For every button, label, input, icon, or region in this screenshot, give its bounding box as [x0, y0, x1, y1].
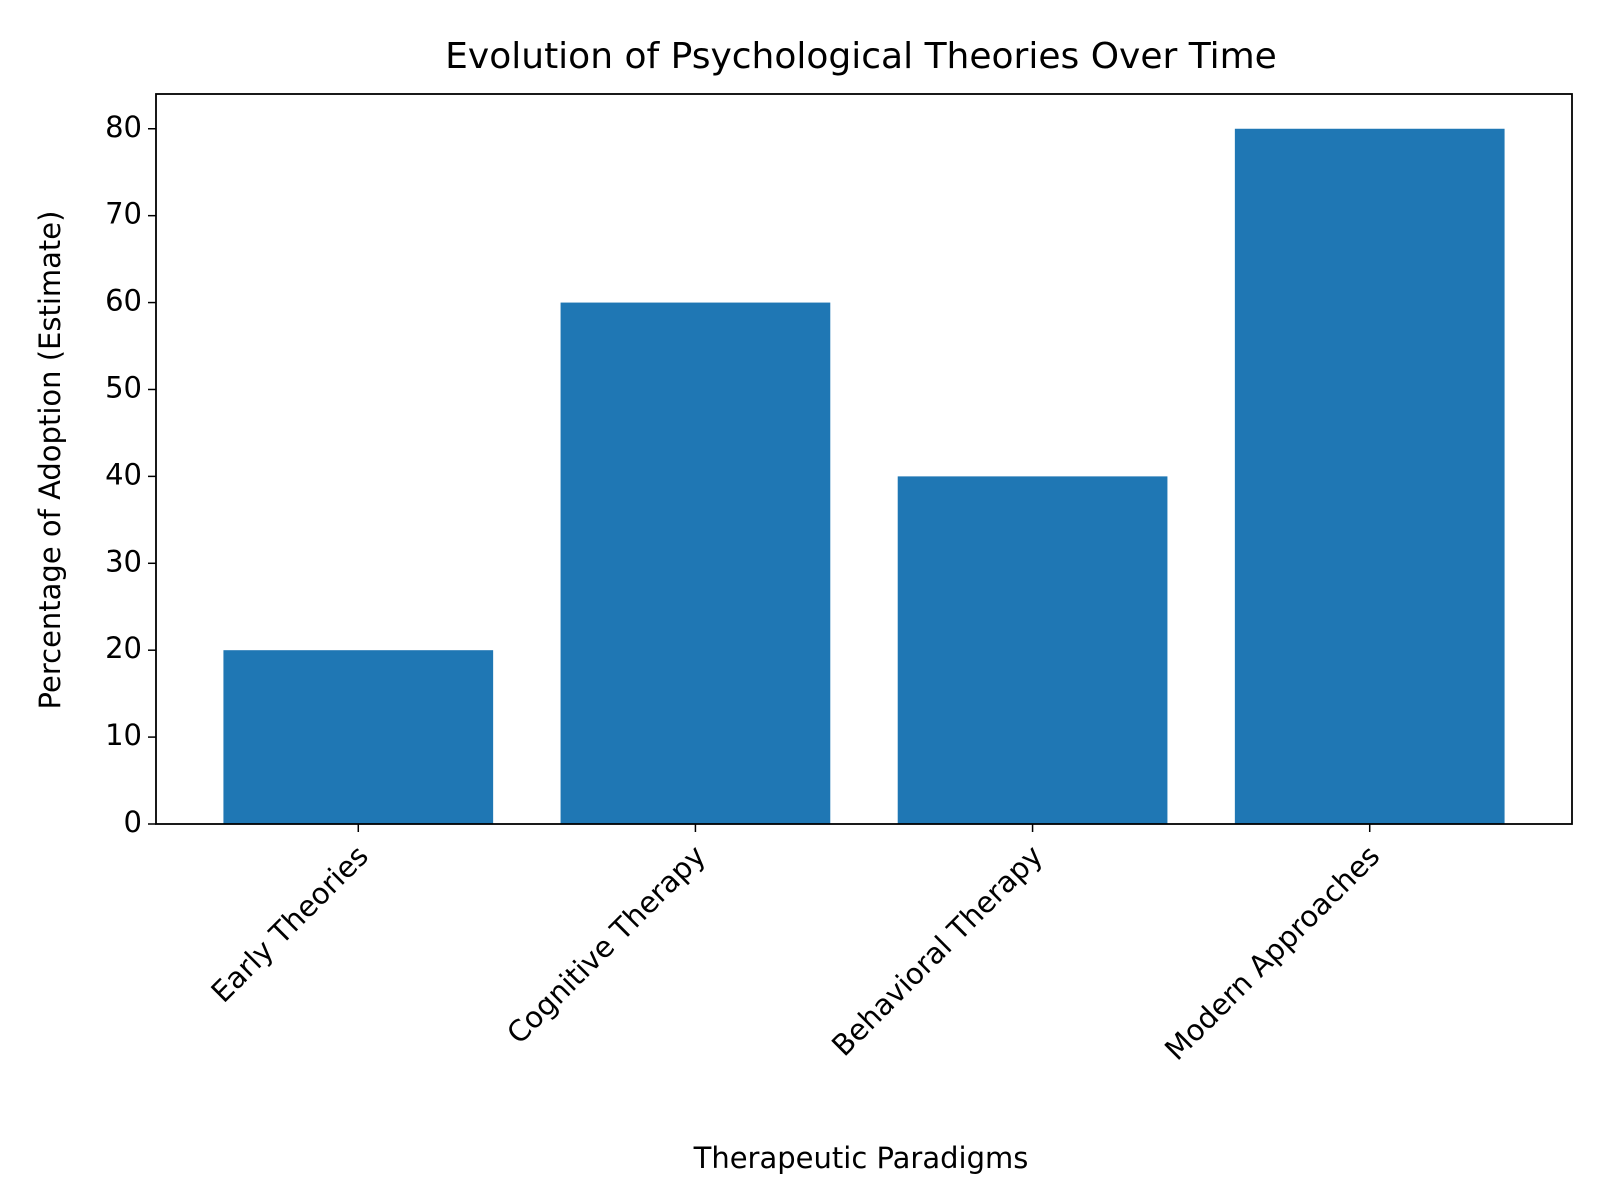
chart-title: Evolution of Psychological Theories Over…: [445, 36, 1277, 77]
y-tick-label: 0: [124, 805, 142, 839]
x-axis-label: Therapeutic Paradigms: [693, 1141, 1029, 1175]
y-tick-label: 80: [105, 110, 142, 144]
plot-frame: [155, 93, 1573, 825]
y-tick-label: 10: [105, 718, 142, 752]
y-tick-label: 70: [105, 197, 142, 231]
bar: [223, 650, 494, 824]
y-tick-label: 20: [105, 631, 142, 665]
y-tick-label: 50: [105, 370, 142, 404]
bar: [560, 302, 831, 825]
bar: [1234, 128, 1505, 824]
bar: [897, 476, 1168, 824]
y-tick-label: 40: [105, 457, 142, 491]
y-axis-label: Percentage of Adoption (Estimate): [33, 211, 67, 710]
y-tick-label: 60: [105, 284, 142, 318]
y-tick-label: 30: [105, 544, 142, 578]
